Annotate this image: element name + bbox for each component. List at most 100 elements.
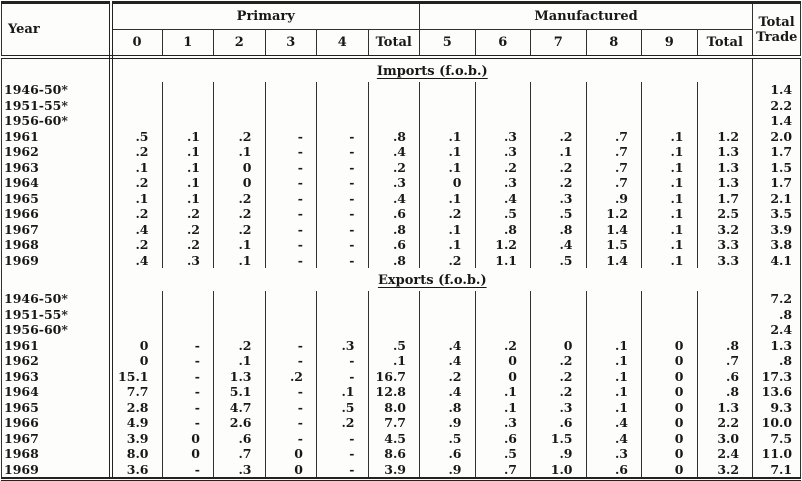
value-cell	[110, 322, 162, 338]
value-cell: 0	[264, 446, 317, 462]
value-cell: 4.9	[110, 415, 162, 431]
value-cell: -	[161, 399, 214, 415]
value-cell: 4.5	[367, 430, 420, 446]
table-row: 1961.5.1.2- - .8.1.3.2.7.1 1.2 2.0	[1, 128, 801, 144]
value-cell: 8.0	[110, 446, 162, 462]
value-cell: .6	[419, 446, 475, 462]
value-cell: 7.7	[367, 415, 420, 431]
value-cell: .1	[161, 175, 214, 191]
value-cell: .2	[110, 206, 162, 222]
year-cell: 1967	[1, 430, 113, 446]
value-cell: -	[161, 353, 214, 369]
value-cell: .1	[585, 353, 642, 369]
section-year-spacer	[1, 57, 113, 82]
value-cell: 1.2	[474, 237, 531, 253]
value-cell	[419, 322, 475, 338]
value-cell: .6	[367, 206, 420, 222]
section-title-text: Imports (f.o.b.)	[376, 63, 488, 79]
table-row: 1967.4.2.2- - .8.1.8.8 1.4.1 3.2 3.9	[1, 221, 801, 237]
value-cell: 0	[641, 461, 697, 480]
value-cell: .2	[110, 175, 162, 191]
value-cell: .2	[110, 144, 162, 160]
value-cell	[696, 82, 753, 98]
value-cell: .2	[474, 159, 531, 175]
value-cell: .6	[474, 430, 531, 446]
value-cell: -	[264, 415, 317, 431]
value-cell: .5	[367, 337, 420, 353]
value-cell: .1	[585, 337, 642, 353]
value-cell: .3	[474, 175, 531, 191]
year-cell: 1956-60*	[1, 322, 113, 338]
value-cell: .3	[161, 252, 214, 268]
value-cell	[585, 82, 642, 98]
value-cell: 8.6	[367, 446, 420, 462]
value-cell: .2	[367, 159, 420, 175]
section-heading-row: Imports (f.o.b.)	[1, 57, 801, 82]
value-cell	[161, 322, 214, 338]
value-cell	[641, 291, 697, 307]
value-cell: .6	[213, 430, 265, 446]
value-cell	[316, 322, 368, 338]
value-cell: -	[316, 144, 368, 160]
value-cell: 0	[641, 384, 697, 400]
value-cell	[367, 306, 420, 322]
total-trade-cell: 7.2	[752, 291, 801, 307]
year-cell: 1965	[1, 399, 113, 415]
value-cell: -	[264, 190, 317, 206]
table-row: 1966 4.9-2.6- .2 7.7.9.3.6.4 0 2.2 10.0	[1, 415, 801, 431]
total-trade-cell: 1.4	[752, 113, 801, 129]
section-tt-spacer	[752, 268, 801, 291]
value-cell: 1.4	[585, 221, 642, 237]
value-cell: .2	[161, 237, 214, 253]
value-cell: .1	[213, 353, 265, 369]
value-cell: 8.0	[367, 399, 420, 415]
value-cell: 4.7	[213, 399, 265, 415]
value-cell: 2.5	[696, 206, 753, 222]
value-cell: -	[316, 206, 368, 222]
value-cell: 3.6	[110, 461, 162, 480]
value-cell	[264, 306, 317, 322]
value-cell: .5	[316, 399, 368, 415]
value-cell: .4	[110, 252, 162, 268]
value-cell	[696, 113, 753, 129]
total-trade-cell: 7.5	[752, 430, 801, 446]
value-cell: .1	[161, 128, 214, 144]
value-cell: .4	[367, 190, 420, 206]
value-cell: .3	[213, 461, 265, 480]
value-cell: 2.2	[696, 415, 753, 431]
value-cell	[213, 322, 265, 338]
value-cell: 1.1	[474, 252, 531, 268]
value-cell: 0	[213, 159, 265, 175]
total-trade-cell: 17.3	[752, 368, 801, 384]
value-cell	[696, 306, 753, 322]
value-cell: -	[316, 461, 368, 480]
value-cell	[585, 97, 642, 113]
value-cell: .4	[419, 384, 475, 400]
value-cell: 0	[530, 337, 586, 353]
value-cell: .5	[530, 206, 586, 222]
value-cell: .7	[474, 461, 531, 480]
value-cell: .2	[419, 252, 475, 268]
value-cell	[641, 306, 697, 322]
value-cell: -	[161, 368, 214, 384]
value-cell	[161, 291, 214, 307]
value-cell: 3.9	[367, 461, 420, 480]
total-trade-cell: 3.8	[752, 237, 801, 253]
value-cell: -	[264, 252, 317, 268]
value-cell: .2	[213, 190, 265, 206]
value-cell: 0	[641, 353, 697, 369]
value-cell: .2	[419, 206, 475, 222]
total-trade-cell: 9.3	[752, 399, 801, 415]
table-row: 1962 0- .1- - .1.4 0.2.1 0.7.8	[1, 353, 801, 369]
value-cell: .1	[161, 159, 214, 175]
table-row: 1951-55* 2.2	[1, 97, 801, 113]
value-cell: .1	[419, 221, 475, 237]
total-trade-cell: 11.0	[752, 446, 801, 462]
value-cell	[474, 322, 531, 338]
table-row: 1964 7.7-5.1- .1 12.8.4.1.2.1 0.8 13.6	[1, 384, 801, 400]
year-cell: 1962	[1, 144, 113, 160]
value-cell: .1	[367, 353, 420, 369]
year-cell: 1966	[1, 206, 113, 222]
value-cell	[641, 82, 697, 98]
